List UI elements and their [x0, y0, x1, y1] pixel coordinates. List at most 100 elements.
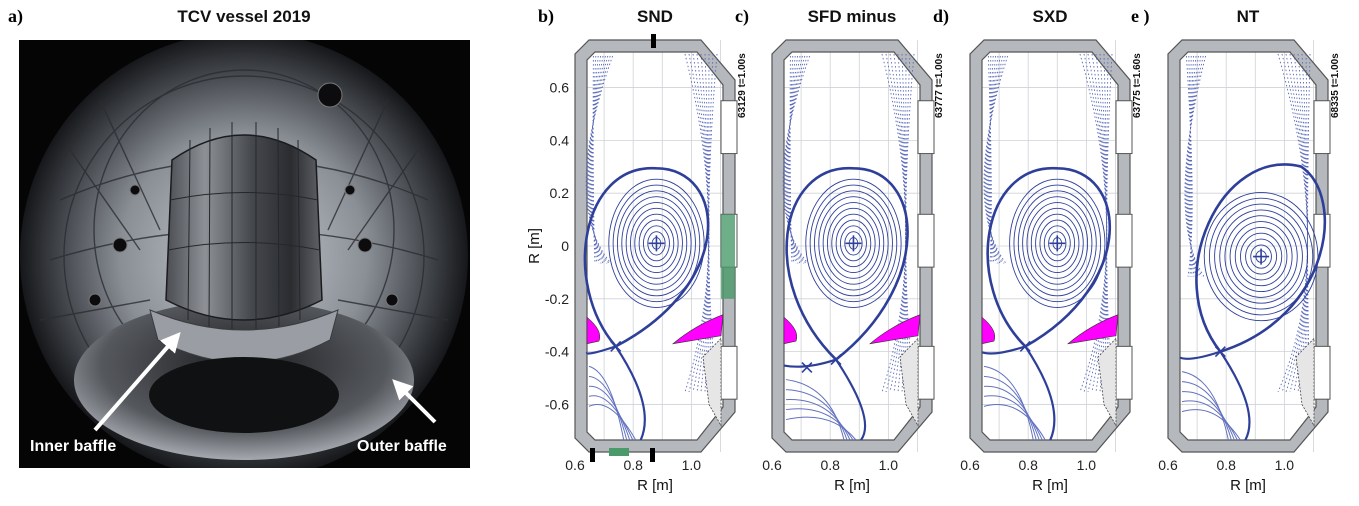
pfr-line: [1181, 409, 1241, 441]
x-tick-label: 1.0: [879, 457, 899, 473]
open-surface: [1091, 53, 1108, 393]
open-surface: [1281, 53, 1308, 393]
open-surface: [1185, 55, 1193, 277]
open-surface: [1189, 55, 1195, 277]
private-flux-lines: [785, 379, 857, 441]
open-surface: [885, 53, 907, 393]
open-surface: [688, 53, 710, 393]
x-tick-label: 0.8: [1018, 457, 1038, 473]
open-surface: [787, 55, 799, 264]
x-point-marker: [1214, 346, 1226, 358]
panel-label: d): [933, 6, 949, 27]
open-flux-surfaces: [983, 53, 1113, 393]
open-surface: [708, 53, 718, 393]
neutral-region: [702, 337, 722, 428]
panel-3: d) SXD 63775 t=1.60s 0.6 0.8 1.0 R [m]: [933, 6, 1143, 494]
flux-surface: [1017, 190, 1097, 297]
closed-flux-surfaces: [1203, 191, 1319, 322]
open-surface: [1188, 55, 1197, 277]
open-surface: [700, 53, 710, 393]
open-surface: [889, 53, 907, 393]
outer-baffle-label: Outer baffle: [357, 438, 447, 455]
flux-surface: [1250, 244, 1272, 269]
wall-port: [1115, 100, 1133, 155]
flux-surface: [643, 225, 670, 262]
open-surface: [1293, 53, 1308, 393]
magnetic-axis-marker: [1049, 235, 1066, 252]
open-surface: [1106, 53, 1113, 393]
open-surface: [585, 55, 614, 264]
open-surface: [1187, 55, 1199, 277]
flux-surface: [840, 225, 867, 262]
open-surface: [589, 55, 604, 264]
inner-leg: [981, 345, 1026, 355]
flux-surface: [621, 196, 692, 291]
open-surface: [1184, 55, 1207, 277]
pfr-line: [983, 375, 1037, 441]
flux-surface: [1234, 226, 1288, 287]
open-surface: [1185, 55, 1204, 277]
open-surface: [708, 53, 714, 393]
panel-title: SXD: [1033, 7, 1068, 26]
pfr-line: [588, 385, 631, 441]
outer-leg: [835, 358, 867, 441]
flux-surface: [1239, 232, 1283, 281]
closed-flux-surfaces: [608, 178, 705, 308]
pfr-line: [785, 399, 851, 441]
flux-surface: [1048, 231, 1067, 256]
wall-port: [1115, 213, 1133, 268]
private-flux-lines: [1181, 371, 1241, 441]
x-point-marker: [801, 361, 813, 374]
open-surface: [986, 55, 1001, 264]
separatrix: [1195, 163, 1327, 354]
photo-title: TCV vessel 2019: [177, 7, 310, 26]
separatrix: [986, 167, 1111, 348]
inner-leg: [783, 358, 837, 368]
flux-surface: [1030, 207, 1084, 279]
x-point-marker: [1019, 340, 1031, 352]
flux-surface: [1245, 238, 1278, 275]
open-surface: [987, 55, 999, 264]
panel-2: c) SFD minus 63777 t=1.00s 0.6 0.8 1.0 R [m]: [735, 6, 945, 494]
outer-leg: [1219, 351, 1251, 441]
wall-port: [1313, 100, 1331, 155]
wall-port: [917, 100, 935, 155]
pfr-line: [785, 408, 854, 441]
x-tick-label: 0.8: [820, 457, 840, 473]
flux-surface: [1203, 191, 1319, 322]
flux-surface: [818, 196, 889, 291]
open-surface: [1188, 55, 1192, 277]
outer-leg: [1024, 345, 1056, 441]
flux-surface: [1224, 215, 1298, 298]
panel-label-a: a): [8, 6, 23, 27]
open-surface: [704, 53, 710, 393]
open-surface: [1289, 53, 1308, 393]
probe-marker: [650, 448, 655, 462]
y-tick-label: -0.4: [545, 344, 569, 360]
x-axis-label: R [m]: [637, 477, 673, 494]
open-surface: [897, 53, 907, 393]
open-surface: [1301, 53, 1308, 393]
flux-surface: [630, 207, 683, 279]
probe-marker: [590, 448, 595, 462]
panel-title: SND: [637, 7, 673, 26]
x-tick-label: 0.6: [762, 457, 782, 473]
x-axis-label: R [m]: [1230, 477, 1266, 494]
wall-port: [1313, 345, 1331, 400]
open-surface: [1189, 55, 1193, 277]
flux-surface: [831, 213, 876, 273]
open-surface: [591, 55, 600, 264]
open-surface: [788, 55, 797, 264]
pfr-line: [588, 395, 634, 441]
flux-surface: [1208, 197, 1314, 316]
magnetic-axis-marker: [1253, 248, 1270, 265]
panel-1: b) SND 63129 t=1.00s 0.6 0.8 1.0 0.6 0.4 0.2 0 -0.…: [526, 6, 748, 494]
flux-surface: [1022, 196, 1093, 291]
wall-port: [917, 345, 935, 400]
pfr-line: [983, 385, 1040, 441]
neutral-region: [899, 337, 919, 428]
pfr-line: [588, 404, 637, 441]
pfr-line: [983, 365, 1034, 441]
open-surface: [696, 53, 710, 393]
